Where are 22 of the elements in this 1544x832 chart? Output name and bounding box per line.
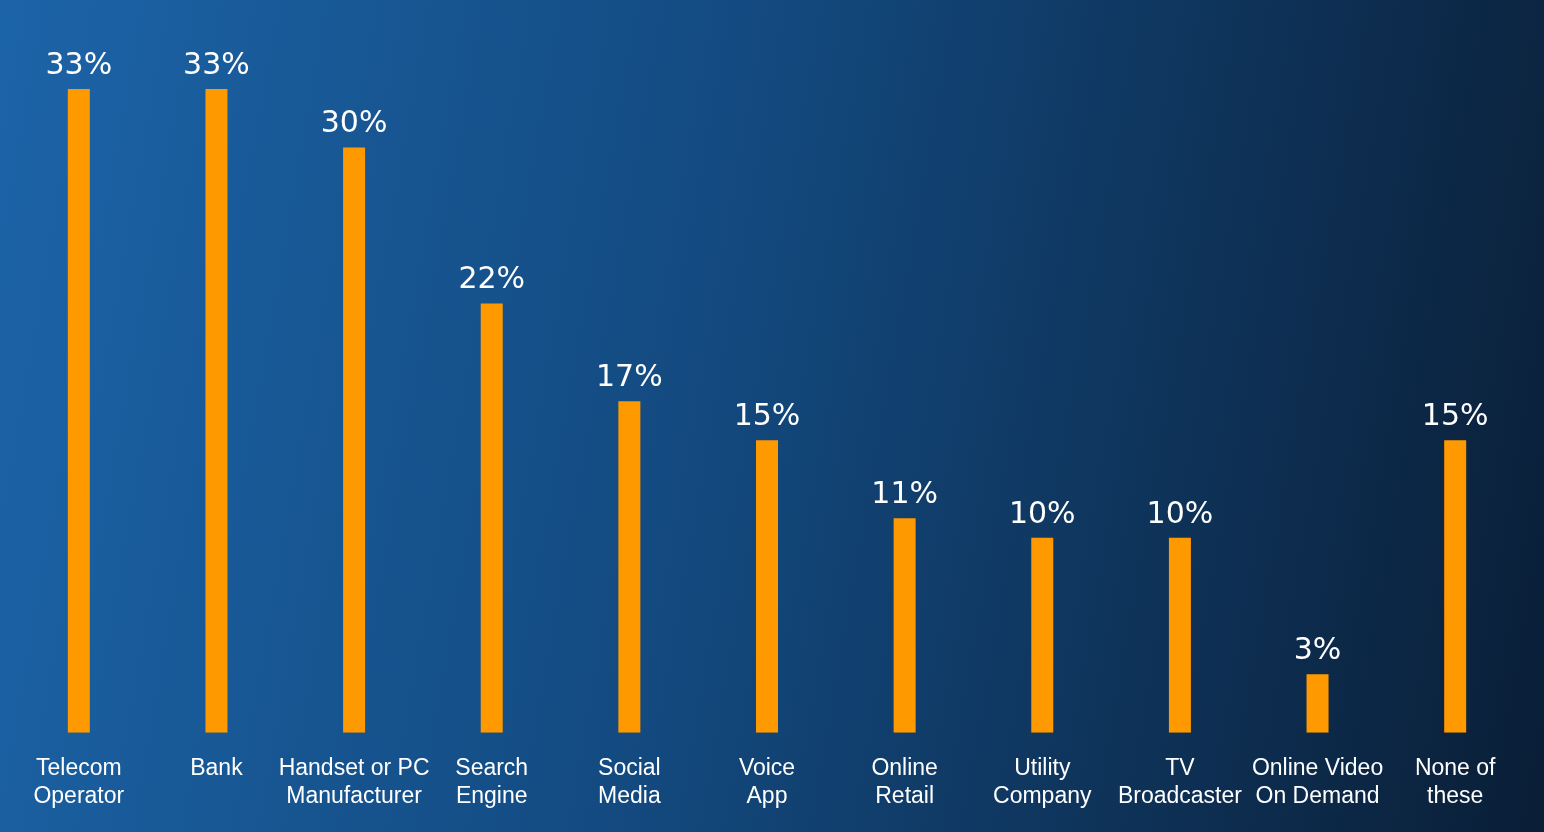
- data-label: 3%: [1293, 631, 1342, 667]
- x-tick-label: Online Video On Demand: [1251, 753, 1384, 808]
- x-tick-label: Telecom Operator: [33, 753, 125, 808]
- data-label: 17%: [596, 357, 663, 393]
- x-tick-label: None of these: [1414, 753, 1497, 808]
- x-tick-label: Utility Company: [993, 753, 1092, 808]
- x-tick-label: Social Media: [598, 753, 661, 808]
- x-tick-label: Online Retail: [871, 753, 938, 808]
- data-label: 11%: [871, 475, 938, 510]
- data-label: 15%: [1421, 396, 1489, 432]
- data-label: 33%: [183, 45, 250, 81]
- x-tick-label: Voice App: [738, 753, 796, 808]
- x-tick-label: Search Engine: [455, 753, 529, 808]
- data-label: 33%: [45, 45, 113, 81]
- x-tick-label: Bank: [190, 753, 244, 780]
- data-label: 10%: [1146, 494, 1214, 530]
- data-label: 15%: [733, 396, 801, 432]
- x-tick-label: TV Broadcaster: [1117, 753, 1243, 808]
- data-label: 22%: [458, 260, 526, 296]
- data-label: 30%: [320, 104, 388, 140]
- x-tick-label: Handset or PC Manufacturer: [278, 753, 430, 808]
- data-label: 10%: [1008, 494, 1076, 530]
